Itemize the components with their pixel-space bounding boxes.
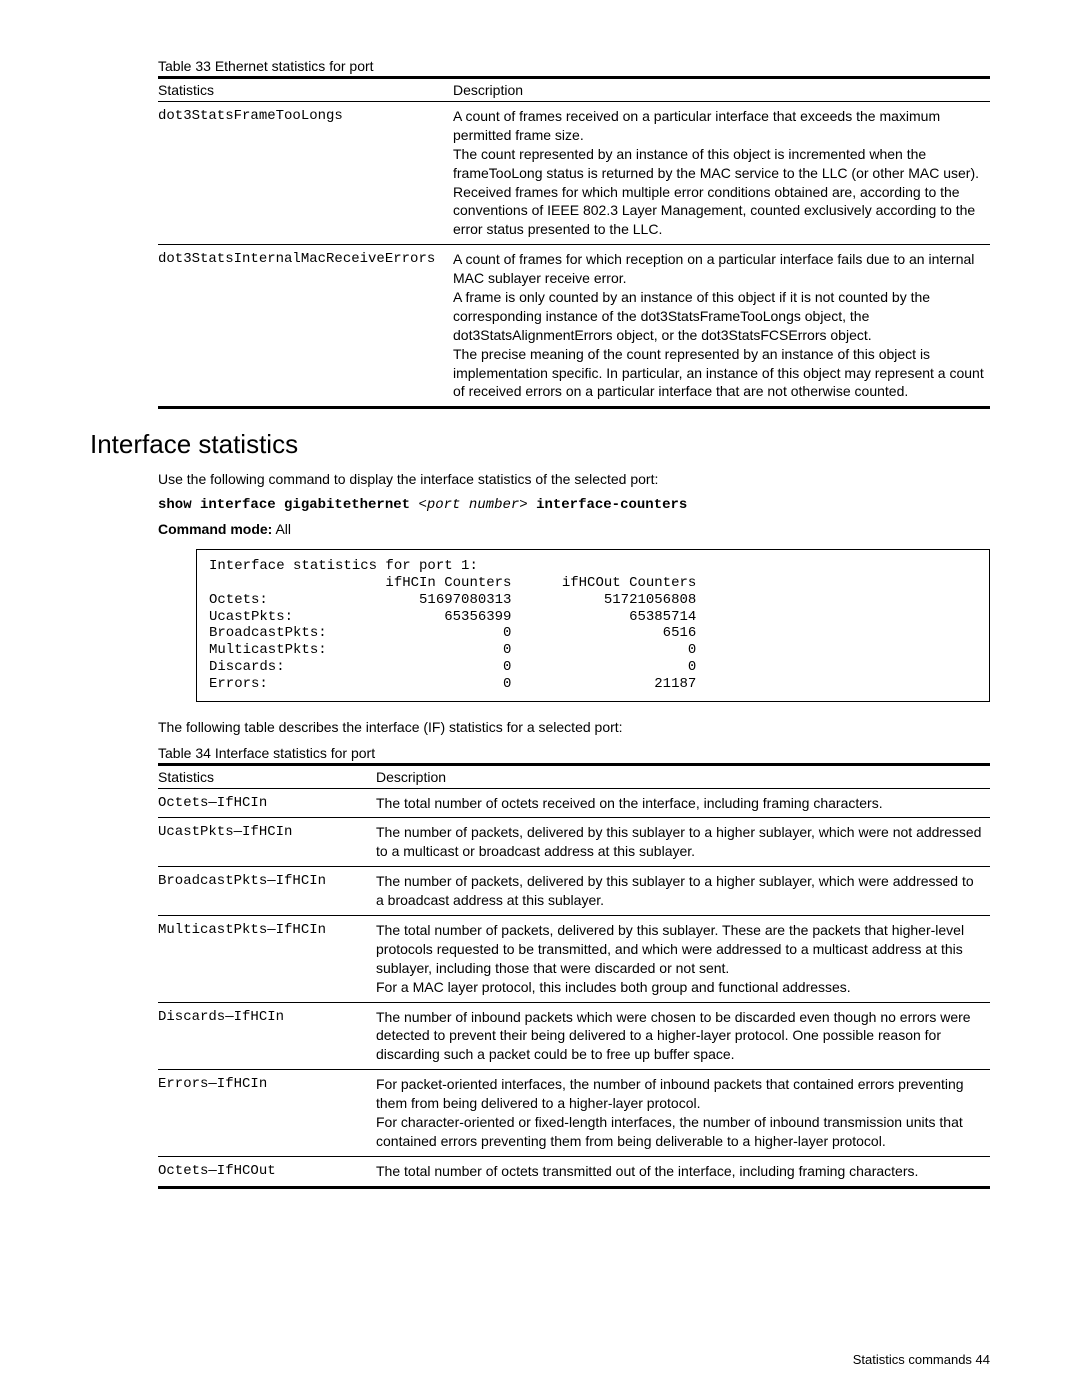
stat-desc: The total number of octets transmitted o… (376, 1156, 990, 1187)
intro-text: Use the following command to display the… (158, 470, 990, 489)
table33-header-stat: Statistics (158, 78, 453, 102)
stat-name: Errors—IfHCIn (158, 1070, 376, 1157)
stat-name: dot3StatsInternalMacReceiveErrors (158, 245, 453, 408)
stat-desc: The total number of packets, delivered b… (376, 915, 990, 1002)
table-row: dot3StatsInternalMacReceiveErrors A coun… (158, 245, 990, 408)
command-line: show interface gigabitethernet <port num… (158, 497, 990, 513)
table33-header-desc: Description (453, 78, 990, 102)
stat-name: BroadcastPkts—IfHCIn (158, 867, 376, 916)
stat-desc: The number of packets, delivered by this… (376, 867, 990, 916)
section-title: Interface statistics (90, 429, 990, 460)
table-row: dot3StatsFrameTooLongs A count of frames… (158, 102, 990, 245)
cmd-post: interface-counters (528, 497, 688, 513)
table-row: MulticastPkts—IfHCIn The total number of… (158, 915, 990, 1002)
stat-desc: The total number of octets received on t… (376, 788, 990, 818)
table-row: Octets—IfHCIn The total number of octets… (158, 788, 990, 818)
table34-caption: Table 34 Interface statistics for port (158, 745, 990, 761)
content-area: Table 33 Ethernet statistics for port St… (158, 58, 990, 1189)
table34-header-stat: Statistics (158, 764, 376, 788)
cmd-arg: <port number> (418, 497, 527, 513)
table-row: UcastPkts—IfHCIn The number of packets, … (158, 818, 990, 867)
stat-name: Octets—IfHCIn (158, 788, 376, 818)
mode-val: All (272, 521, 291, 537)
page-footer: Statistics commands 44 (853, 1352, 990, 1367)
stat-name: MulticastPkts—IfHCIn (158, 915, 376, 1002)
table33: Statistics Description dot3StatsFrameToo… (158, 76, 990, 409)
terminal-output: Interface statistics for port 1: ifHCIn … (196, 549, 990, 701)
stat-desc: The number of packets, delivered by this… (376, 818, 990, 867)
page: Table 33 Ethernet statistics for port St… (0, 0, 1080, 1397)
stat-desc: The number of inbound packets which were… (376, 1002, 990, 1070)
stat-desc: A count of frames received on a particul… (453, 102, 990, 245)
table33-caption: Table 33 Ethernet statistics for port (158, 58, 990, 74)
table-row: Errors—IfHCIn For packet-oriented interf… (158, 1070, 990, 1157)
table-row: Octets—IfHCOut The total number of octet… (158, 1156, 990, 1187)
stat-name: UcastPkts—IfHCIn (158, 818, 376, 867)
stat-desc: For packet-oriented interfaces, the numb… (376, 1070, 990, 1157)
stat-name: Discards—IfHCIn (158, 1002, 376, 1070)
table34-header-desc: Description (376, 764, 990, 788)
outro-text: The following table describes the interf… (158, 718, 990, 737)
table-row: BroadcastPkts—IfHCIn The number of packe… (158, 867, 990, 916)
mode-label: Command mode: (158, 521, 272, 537)
cmd-pre: show interface gigabitethernet (158, 497, 418, 513)
stat-name: Octets—IfHCOut (158, 1156, 376, 1187)
stat-desc: A count of frames for which reception on… (453, 245, 990, 408)
table34: Statistics Description Octets—IfHCIn The… (158, 763, 990, 1189)
table-row: Discards—IfHCIn The number of inbound pa… (158, 1002, 990, 1070)
stat-name: dot3StatsFrameTooLongs (158, 102, 453, 245)
command-mode: Command mode: All (158, 521, 990, 537)
